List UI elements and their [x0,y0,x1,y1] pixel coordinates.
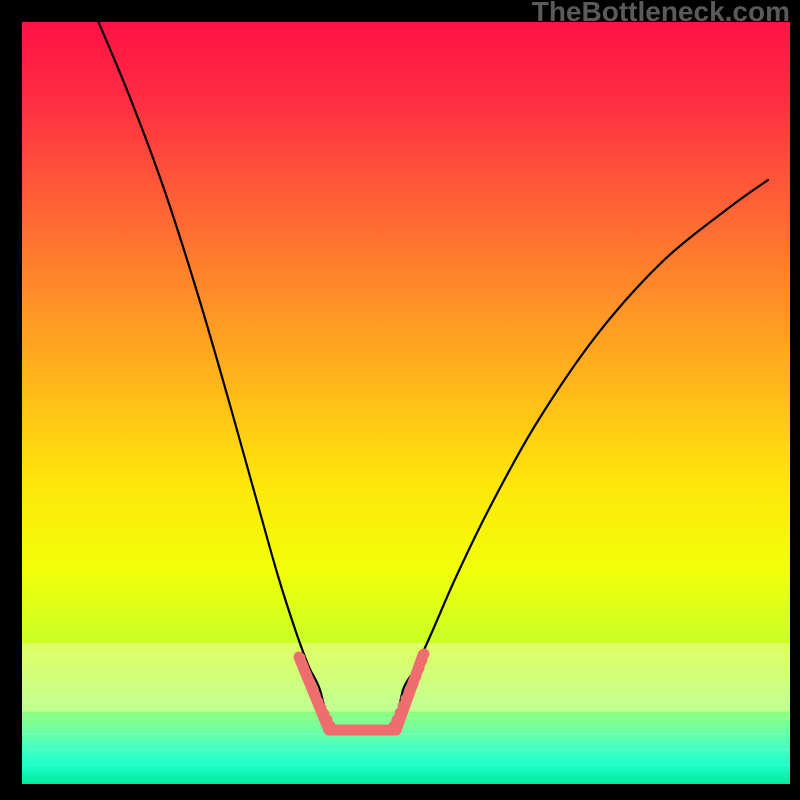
stripe-line [22,654,790,656]
chart-svg [22,22,790,784]
floor-marker [325,721,336,732]
stripe-line [22,733,790,735]
stripe-line [22,780,790,782]
floor-marker [419,649,430,660]
watermark-text: TheBottleneck.com [532,0,790,28]
stripe-line [22,749,790,751]
plot-area [22,22,790,784]
stripe-line [22,670,790,672]
stripe-line [22,764,790,766]
